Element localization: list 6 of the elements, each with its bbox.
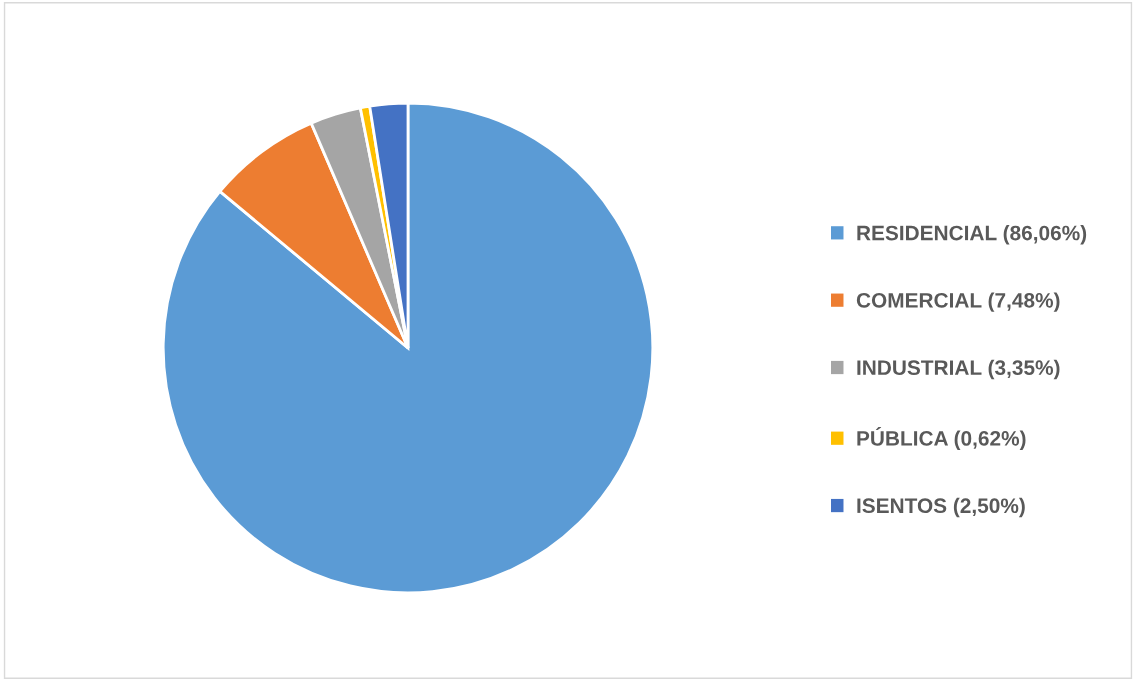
legend-label: ISENTOS (2,50%) (857, 497, 1025, 518)
legend-label: INDUSTRIAL (3,35%) (857, 359, 1060, 380)
legend-label: COMERCIAL (7,48%) (856, 292, 1060, 312)
pie-slice (161, 101, 655, 595)
legend-label: PÚBLICA (0,62%) (857, 427, 1026, 450)
legend-label: RESIDENCIAL (86,06%) (857, 225, 1087, 245)
